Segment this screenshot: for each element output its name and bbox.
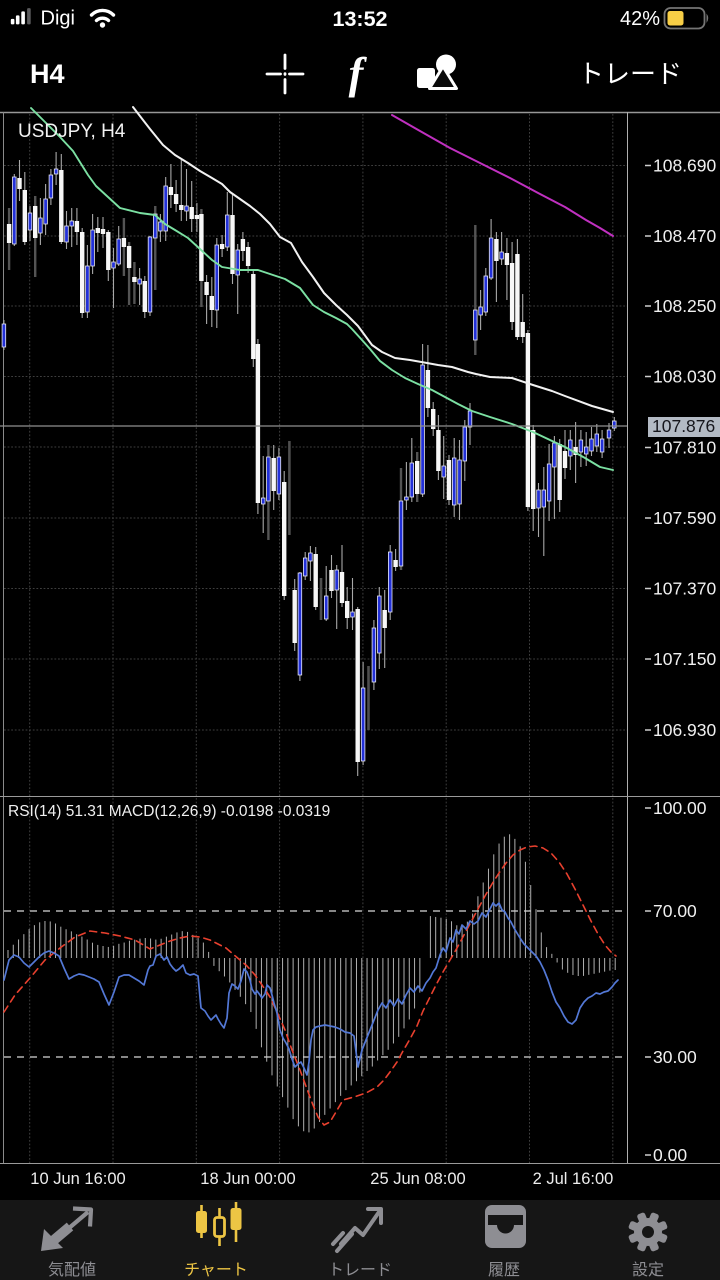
svg-text:トレード: トレード	[578, 59, 682, 89]
svg-text:107.810: 107.810	[653, 438, 717, 458]
svg-text:108.470: 108.470	[653, 226, 717, 246]
svg-text:RSI(14) 51.31 MACD(12,26,9) -0: RSI(14) 51.31 MACD(12,26,9) -0.0198 -0.0…	[8, 803, 330, 820]
svg-text:100.00: 100.00	[653, 798, 707, 818]
svg-text:USDJPY, H4: USDJPY, H4	[18, 121, 126, 142]
svg-text:107.370: 107.370	[653, 579, 717, 599]
svg-text:106.930: 106.930	[653, 720, 717, 740]
svg-text:2 Jul 16:00: 2 Jul 16:00	[533, 1170, 614, 1188]
svg-text:108.690: 108.690	[653, 156, 717, 176]
svg-text:107.590: 107.590	[653, 508, 717, 528]
svg-text:18 Jun 00:00: 18 Jun 00:00	[200, 1170, 295, 1188]
svg-text:108.030: 108.030	[653, 367, 717, 387]
svg-text:0.00: 0.00	[653, 1145, 687, 1165]
svg-text:10 Jun 16:00: 10 Jun 16:00	[30, 1170, 125, 1188]
svg-text:13:52: 13:52	[333, 7, 388, 31]
svg-text:108.250: 108.250	[653, 296, 717, 316]
svg-text:25 Jun 08:00: 25 Jun 08:00	[370, 1170, 465, 1188]
svg-text:107.876: 107.876	[652, 416, 715, 436]
svg-text:f: f	[349, 49, 368, 98]
svg-text:H4: H4	[30, 59, 65, 89]
svg-text:Digi: Digi	[41, 8, 75, 30]
svg-text:42%: 42%	[620, 8, 660, 30]
svg-text:107.150: 107.150	[653, 649, 717, 669]
svg-text:70.00: 70.00	[653, 901, 697, 921]
svg-text:30.00: 30.00	[653, 1047, 697, 1067]
